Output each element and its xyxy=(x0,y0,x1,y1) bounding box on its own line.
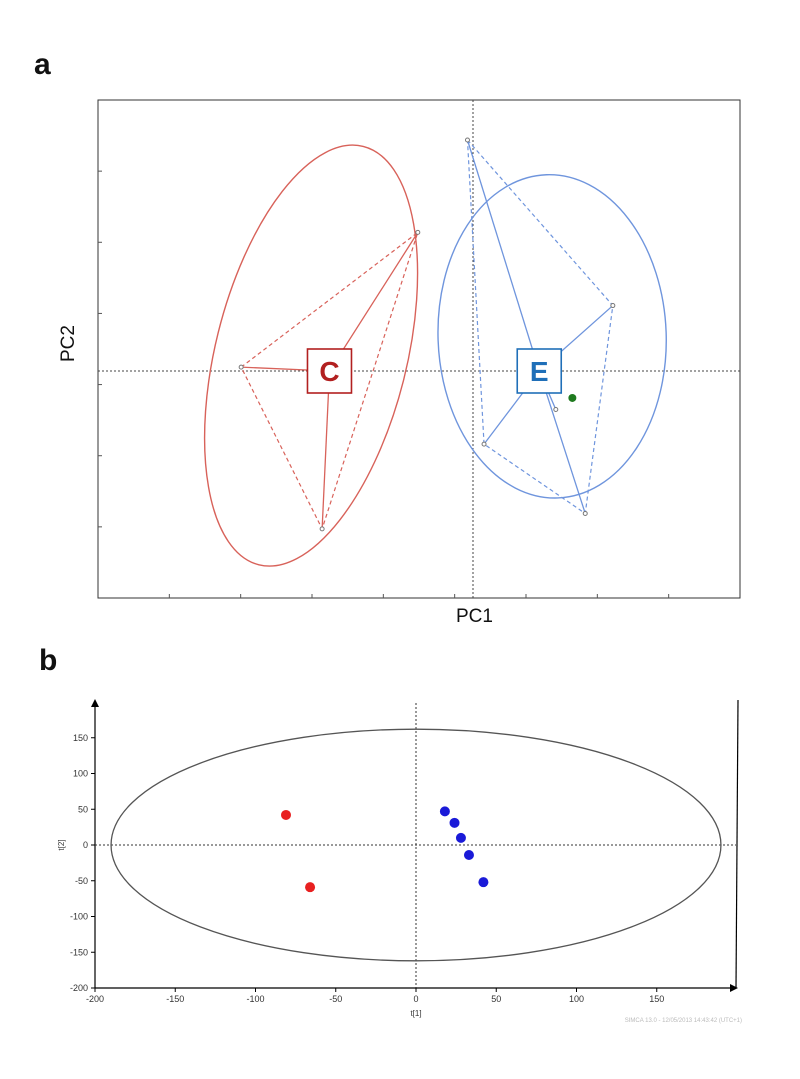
group-e-label: E xyxy=(530,356,549,387)
group-e-spoke xyxy=(466,139,540,372)
group-e-point xyxy=(481,441,487,447)
plot-b-right-edge xyxy=(735,699,739,989)
plot-b-watermark: SIMCA 13.0 - 12/05/2013 14:43:42 (UTC+1) xyxy=(625,1018,742,1024)
plot-b-y-tick-label: 50 xyxy=(78,804,88,814)
plot-b-x-tick-label: 0 xyxy=(413,994,418,1004)
plot-b-y-tick-label: 100 xyxy=(73,769,88,779)
group-e-point xyxy=(553,407,559,412)
plot-b-point xyxy=(455,832,466,843)
plot-b-y-tick-label: -150 xyxy=(70,947,88,957)
plot-b-point xyxy=(305,882,316,893)
plot-b-bottom-arrow xyxy=(730,984,738,992)
plot-b-x-tick-label: -100 xyxy=(246,994,264,1004)
plot-b-x-tick-label: -200 xyxy=(86,994,104,1004)
plot-b-y-tick-label: -50 xyxy=(75,876,88,886)
plot-a-frame xyxy=(97,99,741,599)
group-e-point xyxy=(582,510,588,516)
group-c-point xyxy=(238,364,244,370)
plot-b-point xyxy=(463,850,474,861)
group-c-point xyxy=(415,229,421,235)
extra-point xyxy=(568,393,577,402)
group-e-point xyxy=(610,303,616,309)
plot-b-point xyxy=(280,809,291,820)
plot-b-y-tick-label: -100 xyxy=(70,912,88,922)
plot-b-x-tick-label: -150 xyxy=(166,994,184,1004)
panel-a-label: a xyxy=(34,48,51,81)
plot-b-confidence-ellipse xyxy=(110,728,722,962)
group-c-point xyxy=(319,526,325,532)
plot-b-x-tick-label: -50 xyxy=(329,994,342,1004)
group-c-spoke xyxy=(328,232,419,372)
plot-b-point xyxy=(439,806,450,817)
plot-b-point xyxy=(478,877,489,888)
panel-b-label: b xyxy=(39,644,58,677)
group-c-label: C xyxy=(319,356,339,387)
plot-b-ylabel: t[2] xyxy=(57,839,66,850)
group-c-hull xyxy=(240,230,419,531)
group-e-spoke xyxy=(538,370,586,514)
panel-a-xlabel: PC1 xyxy=(456,606,493,627)
plot-b-x-tick-label: 100 xyxy=(569,994,584,1004)
plot-b-point xyxy=(449,817,460,828)
plot-b-y-tick-label: 0 xyxy=(83,840,88,850)
plot-b-x-tick-label: 150 xyxy=(649,994,664,1004)
group-c-label-box xyxy=(306,348,353,394)
group-c-spoke xyxy=(321,370,331,529)
plot-b-xlabel: t[1] xyxy=(410,1009,421,1018)
plot-b-y-tick-label: -200 xyxy=(70,983,88,993)
group-e-ellipse xyxy=(437,173,667,499)
plot-b-x-tick-label: 50 xyxy=(491,994,501,1004)
group-e-point xyxy=(464,137,470,143)
plot-b-left-arrow xyxy=(91,699,99,707)
group-c-ellipse xyxy=(203,144,419,567)
group-e-label-box xyxy=(516,348,563,394)
plot-b-y-tick-label: 150 xyxy=(73,733,88,743)
